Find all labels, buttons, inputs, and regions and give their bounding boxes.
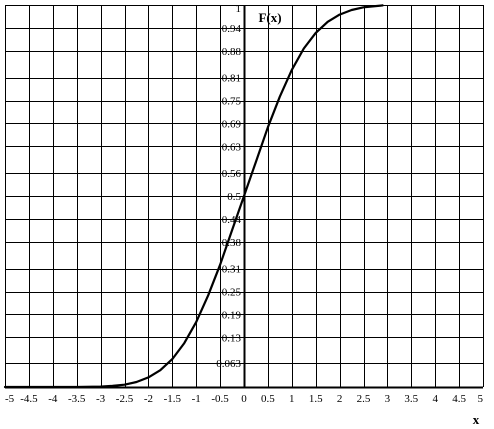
x-tick-label: -3	[96, 393, 106, 405]
y-tick-labels: 0.063 0.13 0.19 0.25 0.31 0.38 0.44 0.5 0.56 0.63…	[216, 3, 241, 370]
x-tick-label: 4	[432, 393, 438, 405]
x-tick-label: 3.5	[404, 393, 418, 405]
x-tick-label: -2.5	[116, 393, 134, 405]
y-tick-label: 0.5	[227, 191, 241, 203]
y-tick-label: 0.38	[222, 237, 242, 249]
x-tick-label: 0	[241, 393, 247, 405]
x-tick-label: -5	[5, 393, 15, 405]
x-tick-label: 2.5	[357, 393, 371, 405]
x-tick-label: -1	[192, 393, 201, 405]
x-tick-label: -0.5	[211, 393, 229, 405]
x-tick-label: -3.5	[68, 393, 86, 405]
x-tick-label: -1.5	[164, 393, 182, 405]
y-tick-label: 0.88	[222, 46, 242, 58]
x-tick-label: 0.5	[261, 393, 275, 405]
x-tick-label: 3	[385, 393, 391, 405]
y-tick-label: 0.25	[222, 287, 242, 299]
y-tick-label: 1	[236, 3, 242, 15]
x-tick-label: 5	[478, 393, 484, 405]
x-axis-label: x	[473, 412, 480, 427]
series-group	[3, 4, 384, 389]
y-tick-label: 0.63	[222, 141, 242, 153]
x-tick-label: 1.5	[309, 393, 323, 405]
y-tick-label: 0.19	[222, 309, 242, 321]
y-tick-label: 0.44	[222, 214, 242, 226]
x-tick-label: -2	[144, 393, 153, 405]
y-tick-label: 0.69	[222, 118, 242, 130]
y-tick-label: 0.31	[222, 264, 241, 276]
y-tick-label: 0.81	[222, 73, 241, 85]
x-tick-label: 1	[289, 393, 295, 405]
y-tick-label: 0.063	[216, 358, 241, 370]
y-axis-label: F(x)	[258, 10, 281, 25]
y-tick-label: 0.75	[222, 96, 242, 108]
y-tick-label: 0.94	[222, 23, 242, 35]
x-tick-labels: -5 -4.5 -4 -3.5 -3 -2.5 -2 -1.5 -1 -0.5 0 0.5 1 1.5 2 2…	[5, 393, 484, 405]
x-tick-label: 4.5	[452, 393, 466, 405]
y-tick-label: 0.56	[222, 168, 242, 180]
x-tick-label: -4	[48, 393, 58, 405]
x-tick-label: 2	[337, 393, 343, 405]
y-tick-label: 0.13	[222, 332, 242, 344]
x-tick-label: -4.5	[20, 393, 38, 405]
series-line-0	[3, 4, 384, 389]
